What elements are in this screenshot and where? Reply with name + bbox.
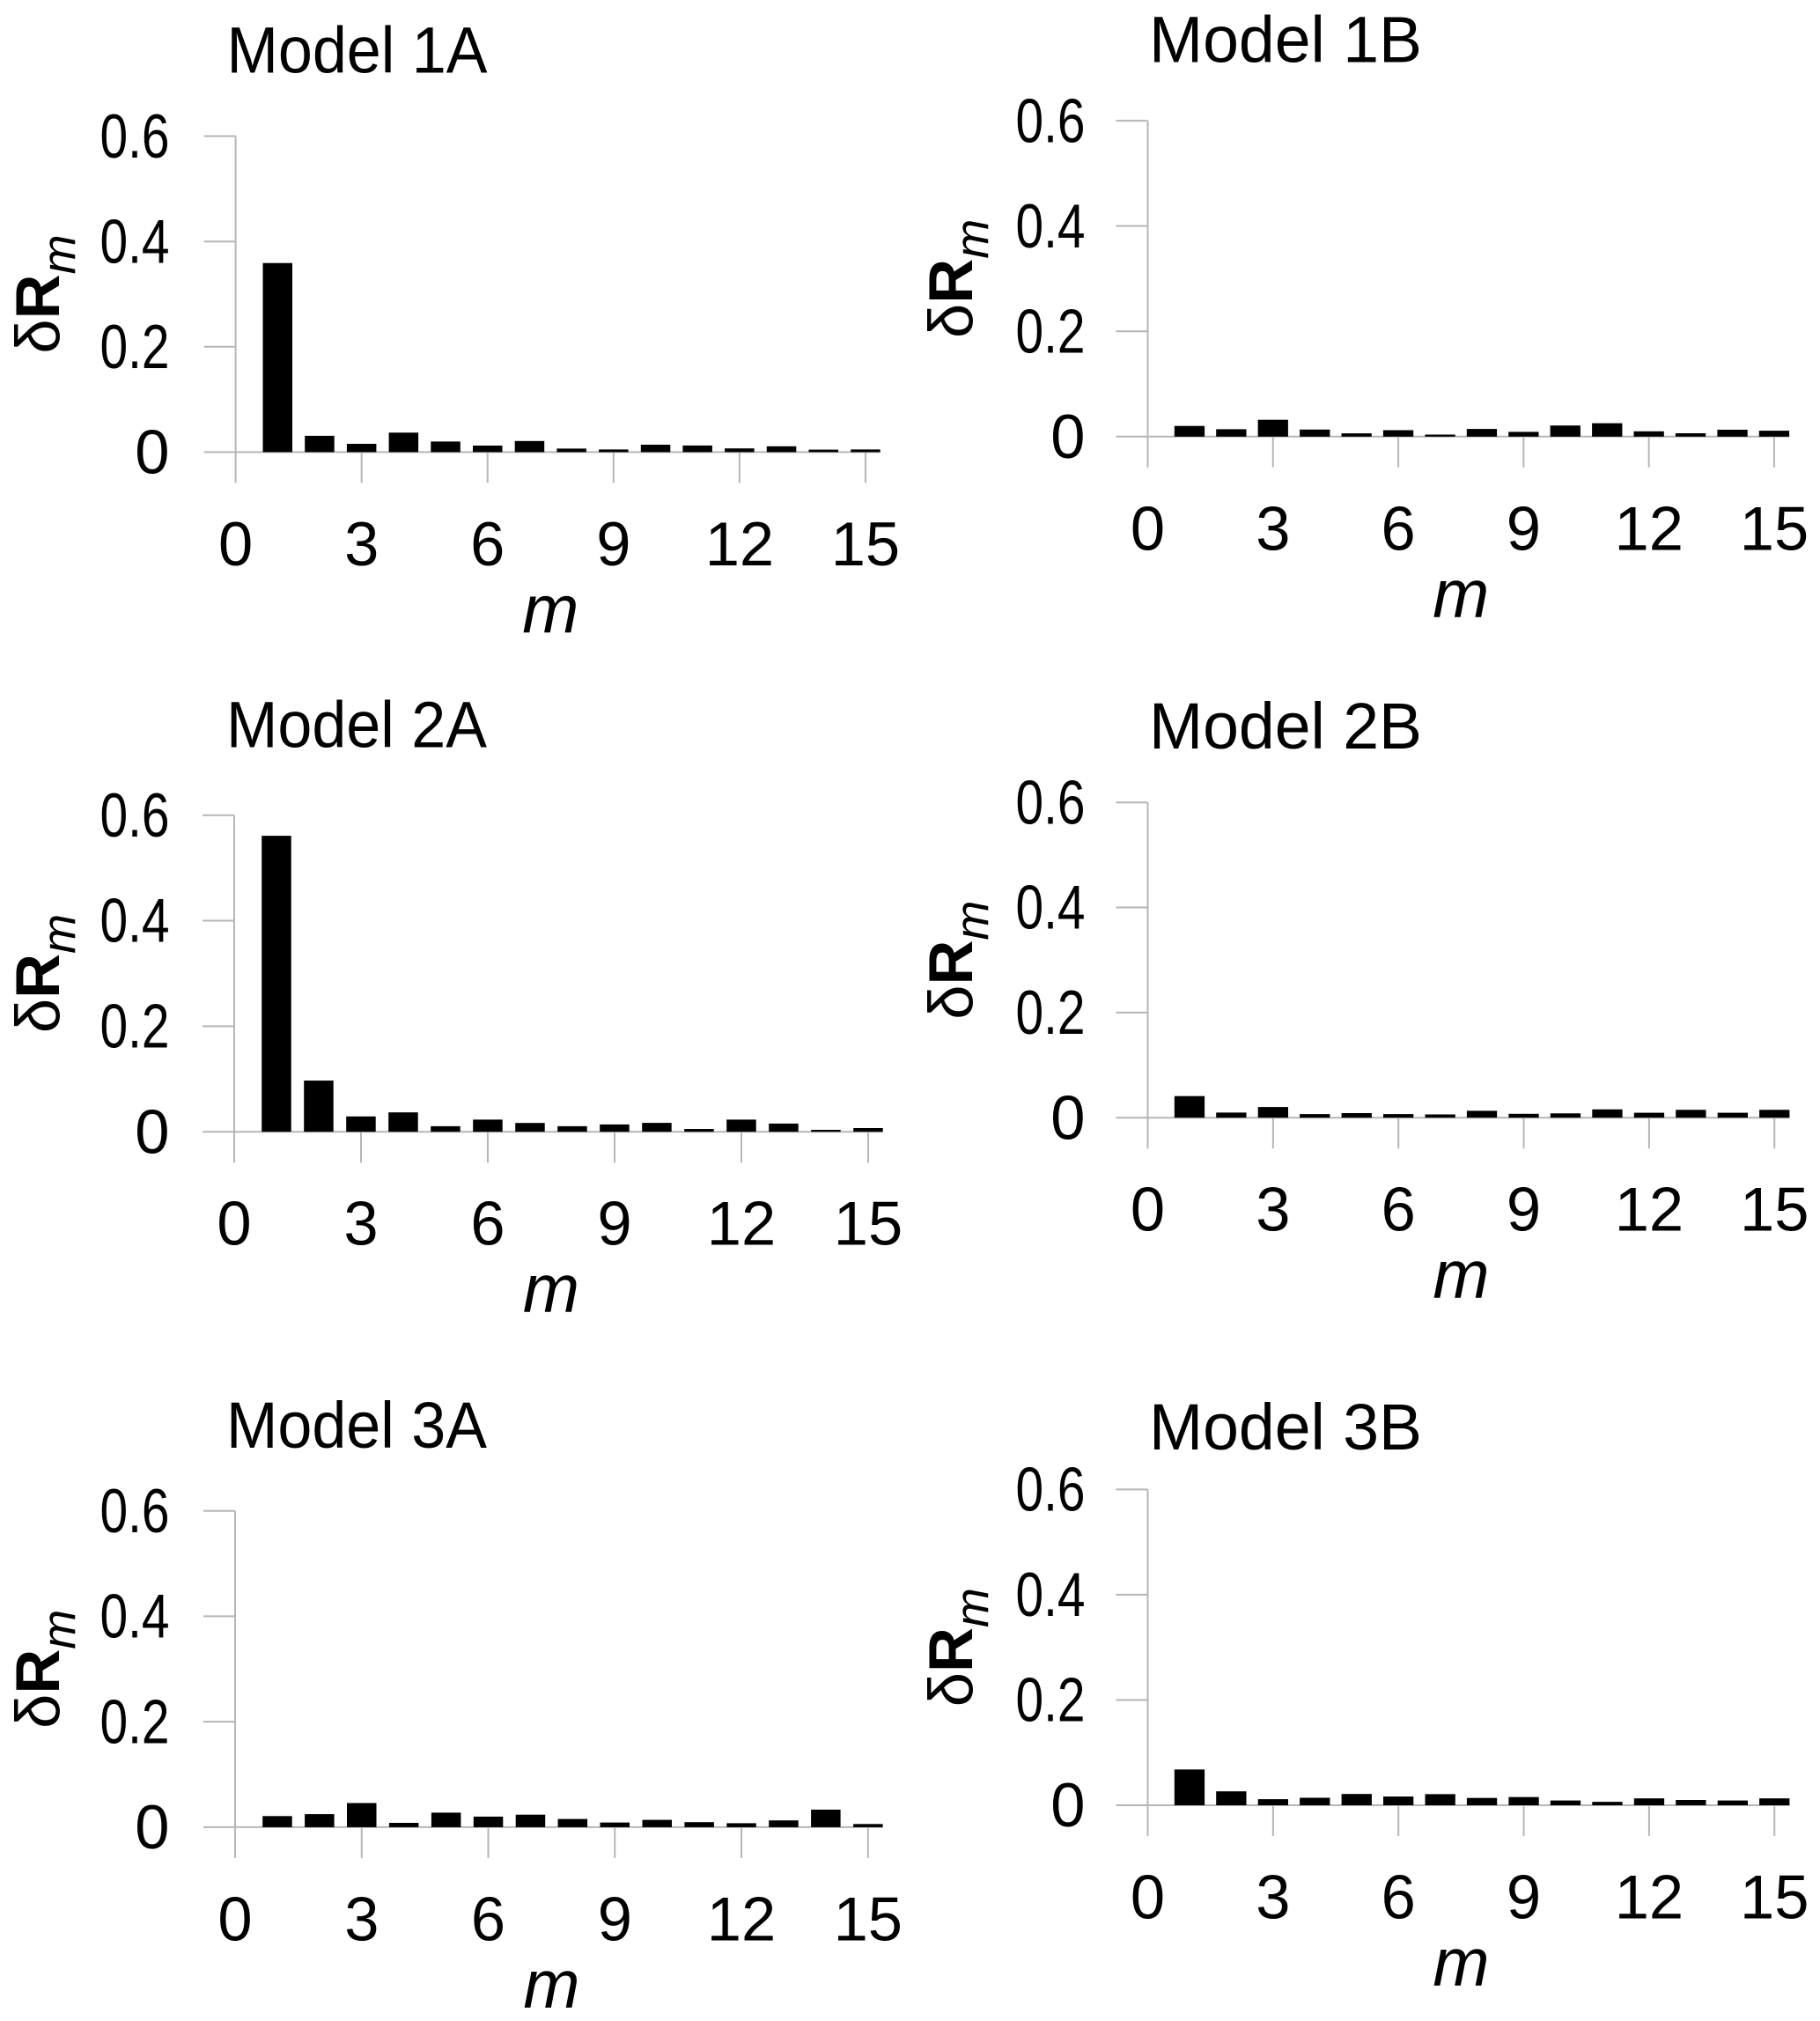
svg-text:0.2: 0.2 <box>1016 977 1086 1047</box>
svg-text:0.6: 0.6 <box>100 101 170 171</box>
svg-text:0: 0 <box>1050 1770 1085 1840</box>
svg-text:9: 9 <box>1507 1862 1541 1932</box>
svg-text:0.4: 0.4 <box>100 1582 170 1651</box>
svg-text:9: 9 <box>598 1884 632 1953</box>
svg-text:m: m <box>523 1946 579 2021</box>
svg-text:0: 0 <box>217 1884 252 1953</box>
svg-text:0.4: 0.4 <box>1016 1560 1086 1629</box>
svg-text:6: 6 <box>470 509 505 579</box>
svg-text:0: 0 <box>135 417 169 487</box>
svg-text:Model 1B: Model 1B <box>1149 4 1422 77</box>
svg-text:6: 6 <box>1382 1175 1416 1244</box>
svg-text:0: 0 <box>1131 1175 1165 1244</box>
svg-text:0.6: 0.6 <box>1016 85 1086 155</box>
svg-text:0: 0 <box>135 1792 169 1862</box>
svg-text:0: 0 <box>1131 1862 1165 1932</box>
svg-text:m: m <box>1433 1925 1489 2001</box>
svg-text:12: 12 <box>1615 1175 1684 1244</box>
svg-text:3: 3 <box>344 1884 379 1953</box>
svg-text:m: m <box>1433 556 1489 631</box>
svg-text:m: m <box>523 1251 579 1327</box>
svg-text:0: 0 <box>135 1096 169 1166</box>
svg-text:0.2: 0.2 <box>100 312 170 381</box>
svg-text:9: 9 <box>596 509 630 579</box>
svg-text:3: 3 <box>1256 1175 1290 1244</box>
svg-text:0.6: 0.6 <box>100 780 170 850</box>
svg-text:0.4: 0.4 <box>100 886 170 955</box>
svg-text:0.2: 0.2 <box>1016 1665 1086 1735</box>
svg-text:6: 6 <box>470 1189 505 1258</box>
svg-text:Model 2B: Model 2B <box>1149 690 1422 763</box>
svg-text:15: 15 <box>834 1189 903 1258</box>
svg-text:0.4: 0.4 <box>100 206 170 276</box>
svg-text:15: 15 <box>834 1884 903 1953</box>
svg-text:15: 15 <box>1740 493 1809 563</box>
svg-text:0: 0 <box>1131 493 1165 563</box>
svg-text:12: 12 <box>705 509 774 579</box>
svg-text:15: 15 <box>831 509 900 579</box>
svg-text:3: 3 <box>343 1189 378 1258</box>
svg-text:0.2: 0.2 <box>100 992 170 1061</box>
svg-text:m: m <box>1433 1237 1489 1313</box>
svg-text:m: m <box>522 572 578 647</box>
svg-text:Model 2A: Model 2A <box>226 688 488 761</box>
svg-text:15: 15 <box>1740 1862 1809 1932</box>
svg-text:0.2: 0.2 <box>1016 296 1086 365</box>
svg-text:0.6: 0.6 <box>1016 767 1086 837</box>
svg-text:Model 3A: Model 3A <box>226 1389 488 1462</box>
svg-text:3: 3 <box>344 509 379 579</box>
svg-text:0: 0 <box>217 1189 251 1258</box>
svg-text:9: 9 <box>1507 1175 1541 1244</box>
svg-text:0: 0 <box>1050 402 1085 471</box>
svg-text:12: 12 <box>1614 493 1683 563</box>
svg-text:Model 3B: Model 3B <box>1149 1390 1422 1464</box>
svg-text:0.2: 0.2 <box>100 1686 170 1756</box>
svg-text:0.4: 0.4 <box>1016 191 1086 261</box>
svg-text:15: 15 <box>1740 1175 1809 1244</box>
svg-text:9: 9 <box>597 1189 631 1258</box>
svg-text:Model 1A: Model 1A <box>227 13 489 86</box>
svg-text:6: 6 <box>471 1884 505 1953</box>
svg-text:3: 3 <box>1256 1862 1290 1932</box>
svg-text:3: 3 <box>1256 493 1290 563</box>
svg-text:0: 0 <box>218 509 253 579</box>
svg-text:0.4: 0.4 <box>1016 873 1086 942</box>
svg-text:12: 12 <box>707 1884 776 1953</box>
svg-text:9: 9 <box>1507 493 1541 563</box>
svg-text:12: 12 <box>707 1189 776 1258</box>
svg-text:12: 12 <box>1615 1862 1684 1932</box>
svg-text:δRm: δRm <box>3 1610 86 1729</box>
svg-text:0.6: 0.6 <box>100 1476 170 1545</box>
svg-text:6: 6 <box>1381 493 1415 563</box>
svg-text:0: 0 <box>1050 1082 1085 1152</box>
svg-text:0.6: 0.6 <box>1016 1455 1086 1524</box>
svg-text:6: 6 <box>1382 1862 1416 1932</box>
